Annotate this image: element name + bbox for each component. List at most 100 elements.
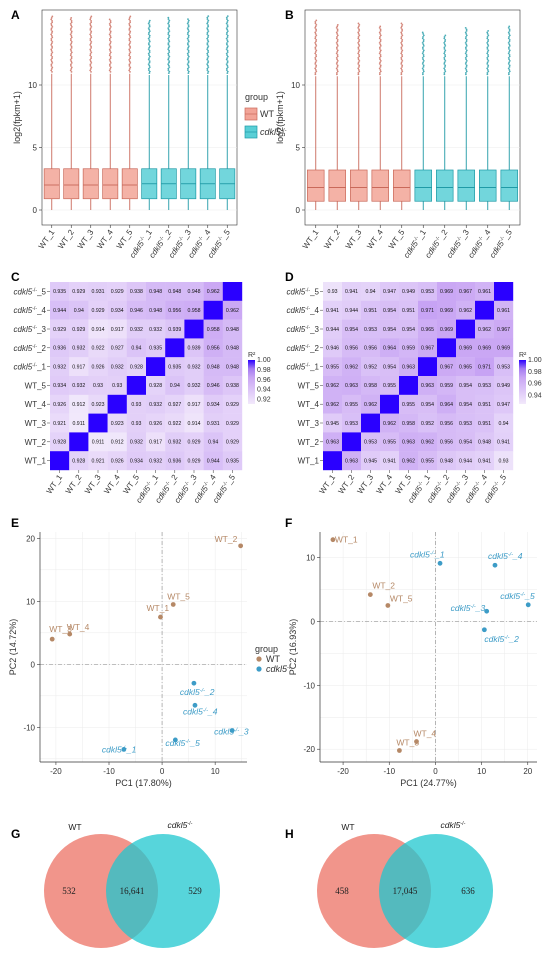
- outlier-points: [335, 23, 339, 76]
- heat-cell-value: 0.929: [53, 327, 66, 333]
- heat-cell-value: 0.956: [345, 346, 358, 352]
- heat-cell-value: 0.948: [149, 308, 162, 314]
- y-axis-label: log2(fpkm+1): [275, 91, 285, 144]
- heat-cell-value: 0.931: [92, 289, 105, 295]
- heat-cell-value: 0.922: [92, 346, 105, 352]
- heat-cell-value: 0.953: [421, 289, 434, 295]
- y-tick-label: 20: [26, 534, 35, 543]
- heat-cell-value: 0.967: [497, 327, 510, 333]
- row-label: WT_4: [25, 400, 47, 409]
- heat-cell-value: 0.917: [149, 440, 162, 446]
- x-tick-label: 10: [477, 767, 486, 776]
- heat-cell-value: 0.929: [92, 308, 105, 314]
- heat-cell-value: 0.954: [345, 327, 358, 333]
- heat-cell-value: 0.959: [402, 346, 415, 352]
- box: [307, 169, 325, 202]
- panel-label-h: H: [285, 827, 294, 841]
- y-axis-label: PC2 (16.93%): [288, 619, 298, 676]
- pca-point: [397, 748, 402, 753]
- box: [43, 168, 60, 200]
- heat-cell: [203, 300, 223, 320]
- venn-count-only-wt: 532: [62, 886, 76, 896]
- pca-point-label: cdkl5-/-_5: [500, 591, 535, 601]
- row-label: cdkl5-/-_5: [14, 287, 47, 296]
- heat-cell: [494, 300, 514, 320]
- heat-cell-value: 0.948: [188, 289, 201, 295]
- heat-cell-value: 0.929: [226, 402, 239, 408]
- heat-cell: [146, 413, 166, 433]
- heatmap-panel-d: 0.93 0.941 0.94 0.947 0.949 0.953 0.969 0.967 0.…: [287, 282, 542, 505]
- heat-cell: [146, 394, 166, 414]
- heat-cell-value: 0.935: [168, 364, 181, 370]
- heat-cell: [475, 451, 495, 471]
- row-label: WT_5: [25, 381, 47, 390]
- heat-cell: [361, 451, 381, 471]
- y-tick-label: 0: [31, 660, 36, 669]
- y-axis-label: log2(fpkm+1): [12, 91, 22, 144]
- heat-cell: [399, 282, 419, 301]
- box: [82, 168, 99, 200]
- colorbar-tick-label: 0.94: [528, 392, 542, 399]
- heat-cell: [399, 413, 419, 433]
- heat-cell-value: 0.923: [111, 421, 124, 427]
- heat-cell: [399, 319, 419, 339]
- heat-cell: [456, 357, 476, 377]
- legend-title: group: [245, 92, 268, 102]
- heat-cell-value: 0.927: [168, 402, 181, 408]
- heat-cell-value: 0.917: [188, 402, 201, 408]
- row-label: cdkl5-/-_4: [14, 306, 47, 315]
- heat-cell: [342, 357, 362, 377]
- heat-cell-value: 0.93: [131, 402, 141, 408]
- heat-cell-value: 0.911: [72, 421, 85, 427]
- heat-cell: [50, 357, 70, 377]
- heat-cell: [203, 413, 223, 433]
- venn-count-both: 16,641: [120, 886, 145, 896]
- outlier-points: [314, 19, 318, 76]
- heat-cell: [88, 394, 108, 414]
- heat-cell: [50, 413, 70, 433]
- heat-cell-value: 0.948: [226, 364, 239, 370]
- row-label: cdkl5-/-_2: [287, 344, 320, 353]
- venn-circle-cdkl5: [379, 834, 493, 948]
- heat-cell: [50, 432, 70, 452]
- outlier-points: [108, 18, 112, 73]
- heat-cell: [88, 357, 108, 377]
- heat-cell-value: 0.962: [364, 402, 377, 408]
- heat-cell: [222, 357, 243, 377]
- y-tick-label: 10: [291, 81, 300, 90]
- heat-cell: [126, 451, 147, 471]
- outlier-points: [147, 19, 151, 75]
- heat-cell-value: 0.964: [440, 402, 453, 408]
- colorbar-tick-label: 0.96: [528, 381, 542, 388]
- heat-cell: [69, 394, 89, 414]
- heat-cell-value: 0.962: [459, 308, 472, 314]
- heat-cell: [126, 319, 147, 339]
- heat-cell-value: 0.923: [92, 402, 105, 408]
- x-tick-label: -20: [337, 767, 349, 776]
- colorbar-tick-label: 0.96: [257, 377, 271, 384]
- heat-cell-value: 0.964: [383, 346, 396, 352]
- heat-cell-value: 0.94: [74, 308, 84, 314]
- heat-cell: [50, 376, 70, 395]
- row-label: WT_3: [25, 419, 47, 428]
- heat-cell: [456, 282, 476, 301]
- heat-cell: [361, 319, 381, 339]
- pca-point-label: WT_5: [390, 593, 413, 603]
- heat-cell: [69, 338, 89, 358]
- heat-cell-value: 0.969: [478, 346, 491, 352]
- pca-point: [437, 560, 443, 566]
- heat-cell: [380, 451, 400, 471]
- heat-cell-value: 0.941: [497, 440, 510, 446]
- heat-cell: [475, 394, 495, 414]
- box: [328, 169, 346, 202]
- heat-cell-value: 0.928: [130, 364, 143, 370]
- row-label: WT_1: [25, 457, 47, 466]
- heat-cell-value: 0.963: [421, 383, 434, 389]
- heat-cell-value: 0.932: [149, 327, 162, 333]
- x-axis-label: PC1 (24.77%): [400, 778, 457, 788]
- y-tick-label: 10: [28, 81, 37, 90]
- heat-cell-value: 0.926: [111, 458, 124, 464]
- heat-cell: [222, 451, 243, 471]
- pca-point: [170, 602, 176, 607]
- heat-cell: [399, 300, 419, 320]
